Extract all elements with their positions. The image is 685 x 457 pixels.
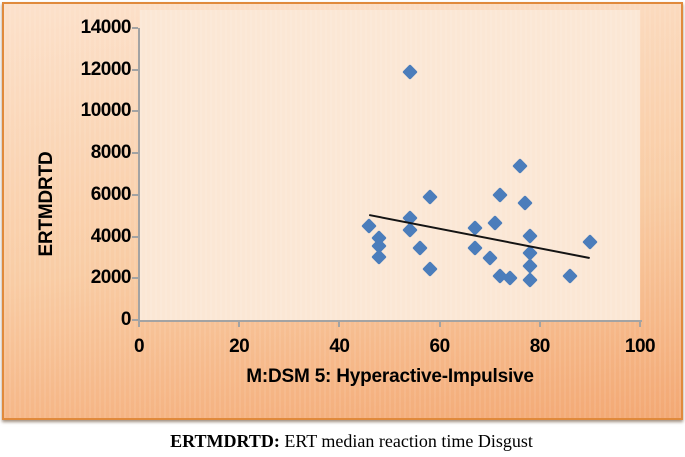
y-tick <box>132 68 138 71</box>
y-axis-line <box>138 28 140 322</box>
y-tick <box>132 152 138 155</box>
y-tick <box>132 193 138 196</box>
y-tick <box>132 235 138 238</box>
x-tick-label: 0 <box>133 336 145 357</box>
x-tick <box>138 321 140 327</box>
y-tick-label: 12000 <box>80 58 132 80</box>
x-tick <box>338 321 341 327</box>
y-tick-label: 0 <box>120 309 132 330</box>
x-tick-label: 80 <box>529 336 551 357</box>
y-tick-label: 2000 <box>90 267 132 289</box>
x-tick <box>538 321 541 327</box>
y-tick-label: 14000 <box>80 17 132 38</box>
caption-definition: ERT median reaction time Disgust <box>279 431 533 451</box>
figure-caption: ERTMDRTD: ERT median reaction time Disgu… <box>0 431 685 452</box>
y-tick <box>132 110 138 113</box>
y-tick-label: 6000 <box>90 183 132 205</box>
x-tick <box>639 321 641 327</box>
y-tick <box>132 319 138 321</box>
x-tick-label: 100 <box>624 336 656 357</box>
y-tick-label: 10000 <box>80 100 132 122</box>
caption-term: ERTMDRTD: <box>170 431 280 451</box>
y-tick-label: 8000 <box>90 142 132 164</box>
y-tick-label: 4000 <box>90 225 132 247</box>
x-tick-label: 40 <box>329 336 350 357</box>
x-tick-label: 20 <box>229 336 250 357</box>
y-axis-title: ERTMDRTD <box>36 151 57 257</box>
y-tick <box>132 277 138 280</box>
x-tick <box>438 321 441 327</box>
x-tick-label: 60 <box>429 336 451 357</box>
x-axis-title: M:DSM 5: Hyperactive-Impulsive <box>246 366 534 387</box>
x-tick <box>238 321 241 327</box>
plot-area <box>140 10 640 320</box>
x-axis-line <box>138 320 642 322</box>
y-tick <box>132 27 138 29</box>
